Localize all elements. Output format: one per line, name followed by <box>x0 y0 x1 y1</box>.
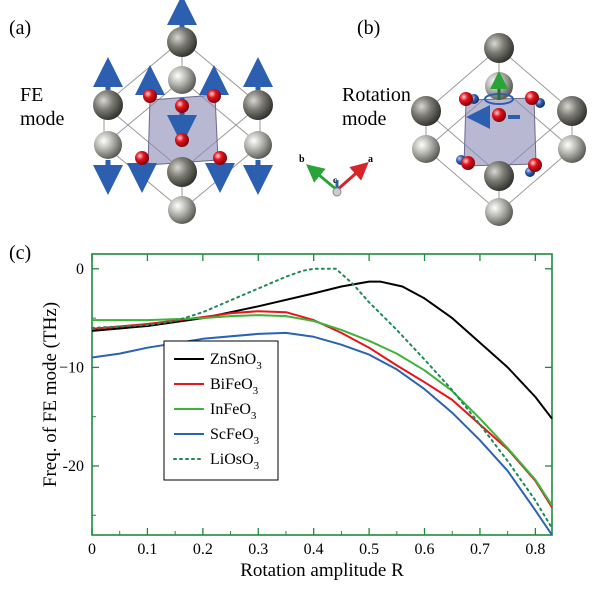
x-tick-label: 0.5 <box>359 541 379 558</box>
rot-oxygen <box>459 92 473 106</box>
legend-label-InFeO3: InFeO3 <box>210 401 257 422</box>
fe-oxygen <box>213 151 227 165</box>
axis-a-label: a <box>368 154 373 165</box>
rot-oxygen <box>461 156 475 170</box>
rotation-mode-line2: mode <box>342 108 387 130</box>
x-tick-label: 0 <box>88 541 96 558</box>
rot-atom-dark-right <box>557 96 587 126</box>
rot-atom-dark-top <box>484 33 514 63</box>
rot-oxygen <box>528 158 542 172</box>
crystal-axes-indicator: a b c <box>299 154 373 197</box>
x-tick-label: 0.8 <box>525 541 545 558</box>
rot-oxygen <box>525 91 539 105</box>
rot-atom-light-left <box>412 135 440 163</box>
structures-illustration: a b c <box>93 0 587 226</box>
rot-atom-dark-bottom <box>484 161 514 191</box>
fe-atom-light-right <box>244 131 272 159</box>
axis-b-label: b <box>299 154 305 165</box>
fe-atom-dark-top <box>167 27 197 57</box>
legend-label-ZnSnO3: ZnSnO3 <box>210 351 262 372</box>
fe-structure <box>93 0 273 224</box>
y-tick-label: -20 <box>63 458 84 475</box>
x-tick-label: 0.3 <box>248 541 268 558</box>
axis-c-label: c <box>333 175 337 185</box>
series-line-BiFeO3 <box>91 310 553 508</box>
series-line-LiOsO3 <box>91 267 553 530</box>
y-tick-label: −10 <box>59 359 84 376</box>
fe-oxygen <box>175 133 189 147</box>
fe-frequency-chart: 0 0.1 0.2 0.3 0.4 0.5 0.6 0.7 0.8 0 −10 -20 Rotation… <box>40 253 553 581</box>
rotation-structure <box>411 33 587 226</box>
y-tick-label: 0 <box>76 261 84 278</box>
fe-atom-dark-left <box>93 90 123 120</box>
fe-oxygen <box>175 99 189 113</box>
series-line-ZnSnO3 <box>91 280 553 420</box>
series-line-ScFeO3 <box>91 331 553 536</box>
x-tick-label: 0.7 <box>470 541 490 558</box>
legend-box <box>163 340 279 481</box>
fe-atom-light-top <box>168 66 196 94</box>
legend-label-LiOsO3: LiOsO3 <box>210 451 260 472</box>
y-axis-label: Freq. of FE mode (THz) <box>40 302 61 487</box>
fe-mode-line2: mode <box>20 108 65 130</box>
fe-atom-light-bottom <box>168 196 196 224</box>
fe-atom-dark-right <box>243 90 273 120</box>
x-tick-label: 0.6 <box>415 541 435 558</box>
panel-label-a: (a) <box>9 17 32 39</box>
rotation-mode-line1: Rotation <box>342 84 411 106</box>
legend-label-ScFeO3: ScFeO3 <box>210 426 260 447</box>
series-line-InFeO3 <box>92 314 553 506</box>
rot-atom-light-bottom <box>485 198 513 226</box>
rot-atom-dark-left <box>411 96 441 126</box>
x-tick-label: 0.4 <box>304 541 324 558</box>
fe-oxygen <box>207 89 221 103</box>
rot-oxygen <box>492 108 506 122</box>
fe-oxygen <box>135 151 149 165</box>
x-tick-label: 0.2 <box>193 541 213 558</box>
rot-arrows <box>456 71 545 177</box>
fe-mode-line1: FE <box>20 84 44 106</box>
plot-frame <box>91 253 553 536</box>
fe-oxygen <box>143 89 157 103</box>
panel-label-c: (c) <box>9 242 32 264</box>
fe-atom-dark-bottom <box>167 157 197 187</box>
legend-label-BiFeO3: BiFeO3 <box>210 376 259 397</box>
fe-mode-label: FE mode <box>20 83 64 131</box>
x-axis-label: Rotation amplitude R <box>240 560 404 581</box>
rot-atom-light-right <box>558 135 586 163</box>
fe-atom-light-left <box>94 131 122 159</box>
rotation-mode-label: Rotation mode <box>342 83 411 131</box>
panel-label-b: (b) <box>357 17 381 39</box>
x-tick-label: 0.1 <box>137 541 157 558</box>
